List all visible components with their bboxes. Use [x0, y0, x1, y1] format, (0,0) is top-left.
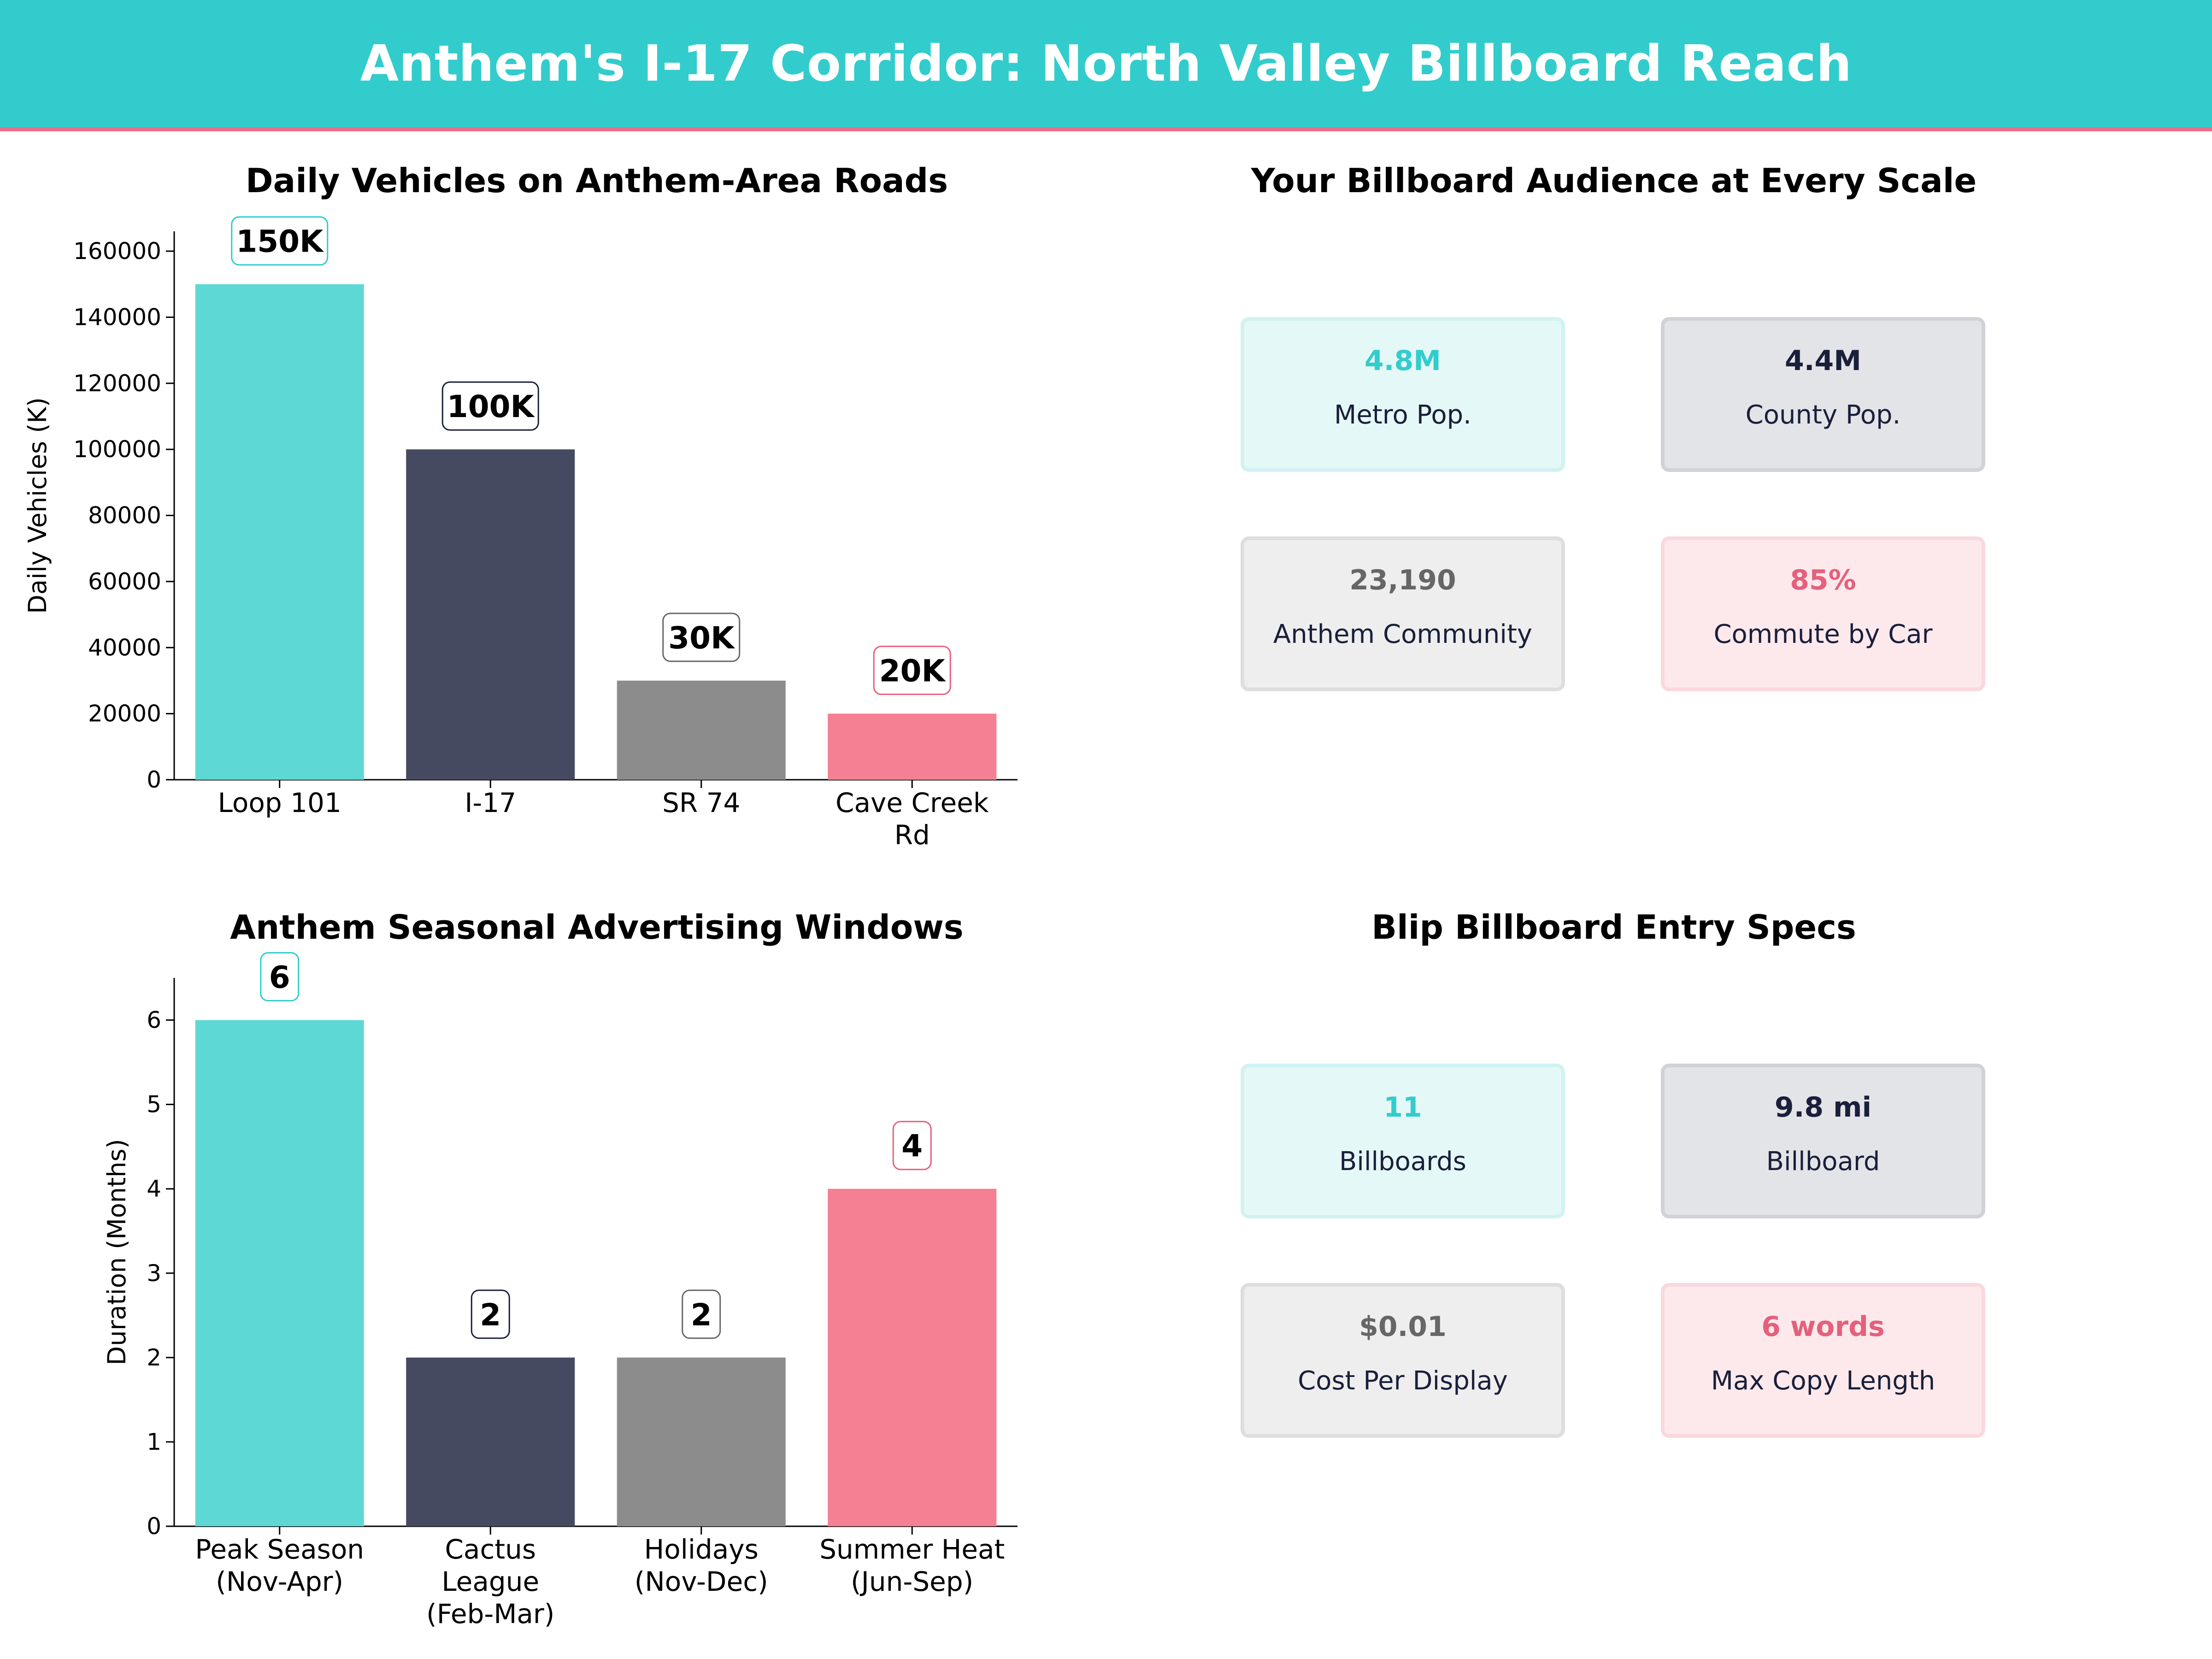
spec-card-max-copy-length: 6 words Max Copy Length: [1661, 1283, 1985, 1438]
x-tick-label: I-17: [465, 787, 516, 818]
stat-card-county-pop: 4.4M County Pop.: [1661, 317, 1985, 472]
spec-card-cost-per-display: $0.01 Cost Per Display: [1241, 1283, 1565, 1438]
stat-value: 4.8M: [1365, 345, 1441, 377]
bar: [195, 1020, 364, 1526]
spec-label: Max Copy Length: [1711, 1366, 1936, 1396]
stat-value: 4.4M: [1785, 345, 1861, 377]
data-label: 4: [901, 1129, 923, 1164]
spec-card-billboard-distance: 9.8 mi Billboard: [1661, 1064, 1985, 1218]
y-tick-label: 140000: [73, 304, 161, 330]
y-tick-label: 2: [147, 1344, 161, 1371]
header-banner: Anthem's I-17 Corridor: North Valley Bil…: [0, 0, 2212, 131]
data-label: 20K: [879, 653, 947, 689]
y-tick-label: 160000: [73, 238, 161, 265]
data-label: 150K: [236, 224, 324, 259]
data-label-box: [892, 1121, 932, 1171]
x-tick-label: Peak Season: [195, 1534, 364, 1565]
bar: [406, 449, 575, 780]
bar: [617, 1357, 786, 1526]
data-label: 100K: [447, 389, 535, 424]
data-label: 30K: [668, 620, 735, 656]
x-tick-label: Loop 101: [218, 787, 341, 818]
y-tick-label: 1: [147, 1429, 161, 1455]
x-tick-label: (Nov-Dec): [635, 1566, 768, 1597]
data-label-box: [441, 381, 539, 431]
spec-label: Billboards: [1339, 1147, 1466, 1177]
spec-value: 9.8 mi: [1774, 1091, 1872, 1124]
x-tick-label: (Nov-Apr): [216, 1566, 343, 1597]
data-label-box: [873, 646, 951, 695]
y-tick-label: 120000: [73, 370, 161, 397]
x-tick-label: Rd: [894, 819, 930, 851]
bar: [406, 1357, 575, 1526]
spec-label: Billboard: [1766, 1147, 1880, 1177]
data-label-box: [231, 216, 329, 266]
daily-vehicles-bar-chart: 0 20000 40000 60000 80000 100000 120000 140000 1…: [23, 216, 1018, 851]
x-tick-label: (Jun-Sep): [851, 1566, 973, 1597]
data-label-box: [662, 612, 741, 662]
data-label: 6: [269, 960, 290, 995]
y-tick-label: 4: [147, 1176, 161, 1202]
x-tick-label: SR 74: [662, 787, 740, 818]
audience-title: Your Billboard Audience at Every Scale: [1251, 161, 1977, 200]
y-tick-label: 60000: [88, 568, 161, 595]
y-axis-label: Daily Vehicles (K): [23, 397, 52, 614]
stat-card-commute-by-car: 85% Commute by Car: [1661, 536, 1985, 691]
stat-label: Anthem Community: [1273, 619, 1533, 649]
stat-value: 23,190: [1349, 564, 1456, 596]
bar: [195, 284, 364, 780]
y-tick-label: 100000: [73, 436, 161, 463]
stat-label: Commute by Car: [1713, 619, 1933, 649]
stat-card-anthem-community: 23,190 Anthem Community: [1241, 536, 1565, 691]
spec-label: Cost Per Display: [1298, 1366, 1508, 1396]
data-label: 2: [691, 1297, 712, 1333]
data-label-box: [471, 1289, 510, 1339]
stat-label: Metro Pop.: [1334, 400, 1471, 430]
chart-title-daily-vehicles: Daily Vehicles on Anthem-Area Roads: [245, 161, 948, 200]
x-tick-label: Summer Heat: [819, 1534, 1005, 1565]
x-tick-label: Cave Creek: [835, 787, 989, 818]
x-tick-label: Holidays: [644, 1534, 759, 1565]
bar: [828, 1188, 997, 1526]
spec-card-billboards: 11 Billboards: [1241, 1064, 1565, 1218]
data-label: 2: [480, 1297, 501, 1333]
y-tick-label: 6: [147, 1007, 161, 1034]
y-tick-label: 5: [147, 1091, 161, 1118]
x-tick-label: Cactus: [445, 1534, 536, 1565]
spec-value: $0.01: [1359, 1311, 1447, 1343]
y-axis-label: Duration (Months): [102, 1139, 131, 1365]
specs-title: Blip Billboard Entry Specs: [1371, 908, 1856, 947]
stat-card-metro-pop: 4.8M Metro Pop.: [1241, 317, 1565, 472]
y-tick-label: 0: [147, 1513, 161, 1540]
spec-value: 11: [1383, 1091, 1422, 1124]
chart-title-seasonal-windows: Anthem Seasonal Advertising Windows: [230, 908, 964, 947]
stat-value: 85%: [1790, 564, 1856, 596]
data-label-box: [682, 1289, 721, 1339]
page-title: Anthem's I-17 Corridor: North Valley Bil…: [360, 35, 1852, 93]
x-tick-label: League: [441, 1566, 539, 1597]
data-label-box: [260, 952, 300, 1002]
bar: [617, 680, 786, 780]
stat-label: County Pop.: [1745, 400, 1901, 430]
bar: [828, 713, 997, 780]
y-tick-label: 3: [147, 1260, 161, 1287]
y-tick-label: 20000: [88, 700, 161, 727]
spec-value: 6 words: [1761, 1311, 1885, 1343]
y-tick-label: 80000: [88, 502, 161, 529]
y-tick-label: 40000: [88, 634, 161, 661]
y-tick-label: 0: [147, 766, 161, 793]
x-tick-label: (Feb-Mar): [426, 1598, 554, 1630]
